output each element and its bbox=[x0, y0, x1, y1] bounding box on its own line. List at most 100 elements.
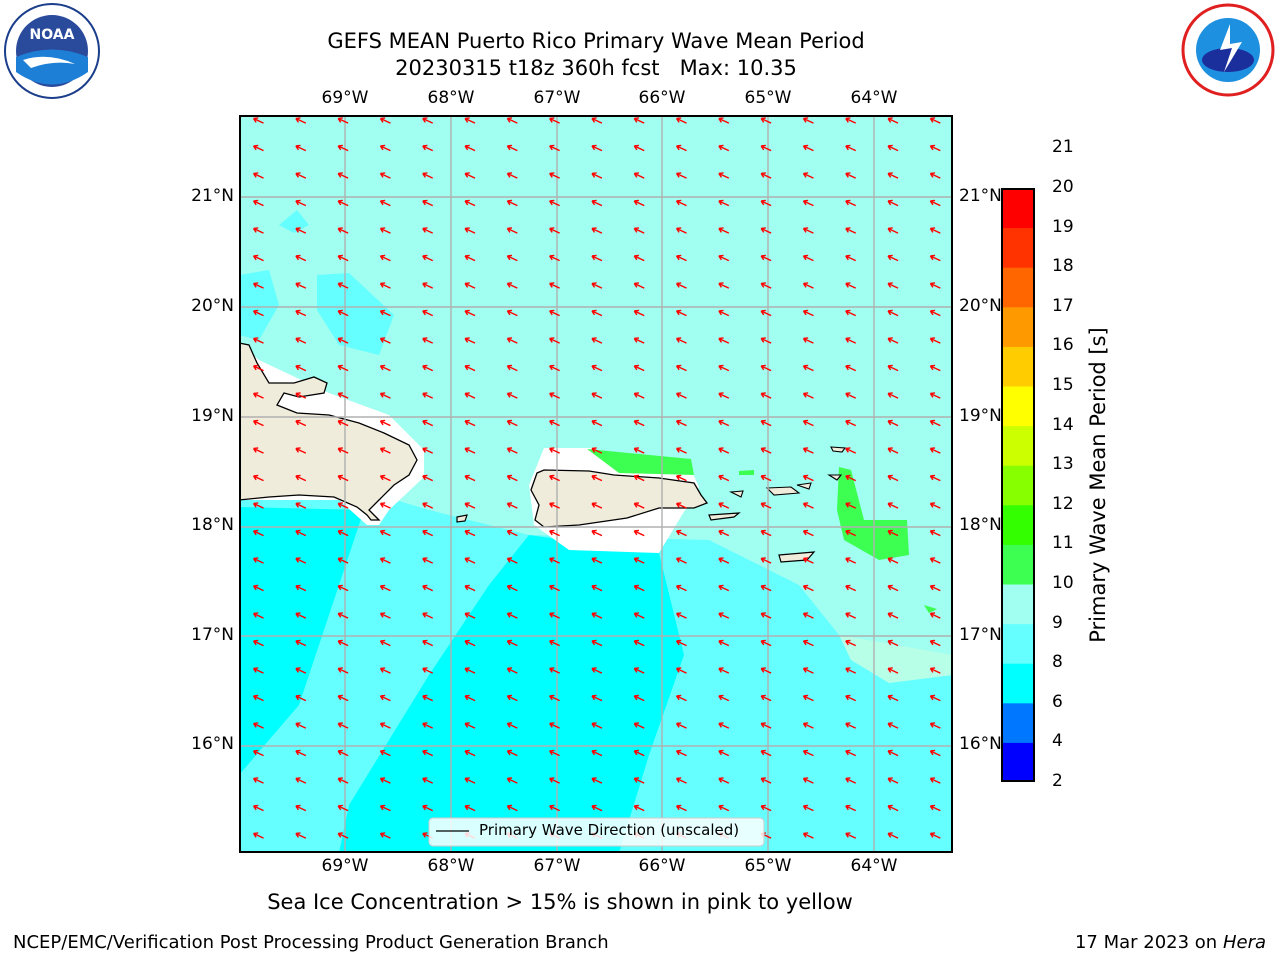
contour-10-11-north bbox=[587, 449, 694, 475]
wave-arrow bbox=[422, 364, 434, 372]
wave-arrow bbox=[295, 254, 307, 262]
wave-arrow bbox=[675, 694, 687, 702]
wave-arrow bbox=[633, 199, 645, 207]
wave-arrow bbox=[252, 227, 264, 234]
wave-arrow bbox=[718, 447, 730, 454]
wave-arrow bbox=[464, 254, 476, 262]
wave-arrow bbox=[845, 694, 857, 702]
wave-arrow bbox=[337, 282, 349, 289]
wave-arrow bbox=[760, 172, 772, 179]
wave-arrow bbox=[379, 529, 391, 537]
wave-arrow bbox=[422, 254, 434, 262]
wave-arrow bbox=[633, 502, 645, 509]
wave-arrow bbox=[591, 337, 603, 344]
lon-tick-bottom: 69°W bbox=[321, 856, 369, 876]
wave-arrow bbox=[802, 749, 814, 757]
wave-arrow bbox=[252, 144, 264, 152]
wave-arrow bbox=[929, 144, 941, 152]
wave-arrow bbox=[675, 612, 687, 619]
wave-arrow bbox=[802, 199, 814, 207]
wave-arrow bbox=[295, 502, 307, 509]
colorbar-segment bbox=[1002, 188, 1034, 229]
wave-arrow bbox=[633, 392, 645, 399]
wave-arrow bbox=[633, 584, 645, 592]
wave-arrow bbox=[887, 639, 899, 647]
land-vieques bbox=[708, 512, 741, 521]
wave-arrow bbox=[506, 227, 518, 234]
wave-arrow bbox=[422, 502, 434, 509]
wave-arrow bbox=[549, 144, 560, 152]
wave-arrow bbox=[379, 117, 391, 124]
wave-arrow bbox=[337, 172, 349, 179]
wave-arrow bbox=[591, 117, 603, 124]
wave-arrow bbox=[337, 199, 349, 207]
wave-arrow bbox=[379, 309, 391, 317]
colorbar-segment bbox=[1002, 544, 1034, 585]
wave-arrow bbox=[591, 447, 603, 454]
wave-arrow bbox=[718, 254, 730, 262]
wave-arrow bbox=[633, 722, 645, 729]
wave-arrow bbox=[929, 722, 941, 729]
legend-label: Primary Wave Direction (unscaled) bbox=[479, 821, 740, 839]
wave-arrow bbox=[422, 694, 434, 702]
lon-tick-top: 69°W bbox=[321, 88, 369, 108]
wave-arrow bbox=[675, 282, 687, 289]
wave-arrow bbox=[929, 227, 941, 234]
lat-tick-right: 20°N bbox=[959, 296, 1002, 316]
wave-arrow bbox=[591, 584, 603, 592]
lat-tick-left: 16°N bbox=[191, 734, 234, 754]
wave-arrow bbox=[549, 199, 560, 207]
colorbar-segment bbox=[1002, 504, 1034, 545]
wave-arrow bbox=[506, 612, 518, 619]
wave-arrow bbox=[252, 117, 264, 124]
lon-tick-top: 66°W bbox=[638, 88, 686, 108]
wave-arrow bbox=[337, 557, 349, 564]
wave-arrow bbox=[675, 227, 687, 234]
wave-arrow bbox=[760, 529, 772, 537]
wave-arrow bbox=[422, 474, 434, 482]
wave-arrow bbox=[929, 502, 941, 509]
wave-arrow bbox=[506, 694, 518, 702]
wave-arrow bbox=[422, 392, 434, 399]
wave-arrow bbox=[675, 804, 687, 812]
wave-arrow bbox=[929, 392, 941, 399]
wave-arrow bbox=[591, 777, 603, 784]
wave-arrow bbox=[464, 749, 476, 757]
wave-arrow bbox=[506, 309, 518, 317]
wave-arrow bbox=[760, 227, 772, 234]
wave-arrow bbox=[252, 777, 264, 784]
wave-arrow bbox=[295, 309, 307, 317]
wave-arrow bbox=[506, 392, 518, 399]
wave-arrow bbox=[802, 282, 814, 289]
colorbar-tick-label: 6 bbox=[1052, 691, 1063, 712]
wave-arrow bbox=[760, 474, 772, 482]
wave-arrow bbox=[252, 832, 264, 839]
wave-arrow bbox=[379, 172, 391, 179]
wave-arrow bbox=[887, 832, 899, 839]
wave-arrow bbox=[295, 584, 307, 592]
wave-arrow bbox=[718, 557, 730, 564]
wave-arrow bbox=[549, 694, 560, 702]
wave-arrow bbox=[506, 474, 518, 482]
wave-arrow bbox=[549, 227, 560, 234]
wave-arrow bbox=[464, 419, 476, 427]
wave-arrow bbox=[549, 117, 560, 124]
wave-arrow bbox=[675, 337, 687, 344]
wave-arrow bbox=[802, 447, 814, 454]
wave-arrow bbox=[337, 639, 349, 647]
wave-arrow bbox=[929, 419, 941, 427]
wave-arrow bbox=[633, 227, 645, 234]
wave-arrow bbox=[633, 309, 645, 317]
wave-arrow bbox=[887, 309, 899, 317]
wave-arrow bbox=[464, 227, 476, 234]
wave-arrow bbox=[464, 502, 476, 509]
wave-arrow bbox=[295, 529, 307, 537]
wave-arrow bbox=[252, 337, 264, 344]
wave-arrow bbox=[337, 612, 349, 619]
wave-arrow bbox=[295, 667, 307, 674]
wave-arrow bbox=[464, 474, 476, 482]
wave-arrow bbox=[633, 447, 645, 454]
wave-arrow bbox=[422, 777, 434, 784]
wave-arrow bbox=[337, 694, 349, 702]
wave-arrow bbox=[675, 447, 687, 454]
